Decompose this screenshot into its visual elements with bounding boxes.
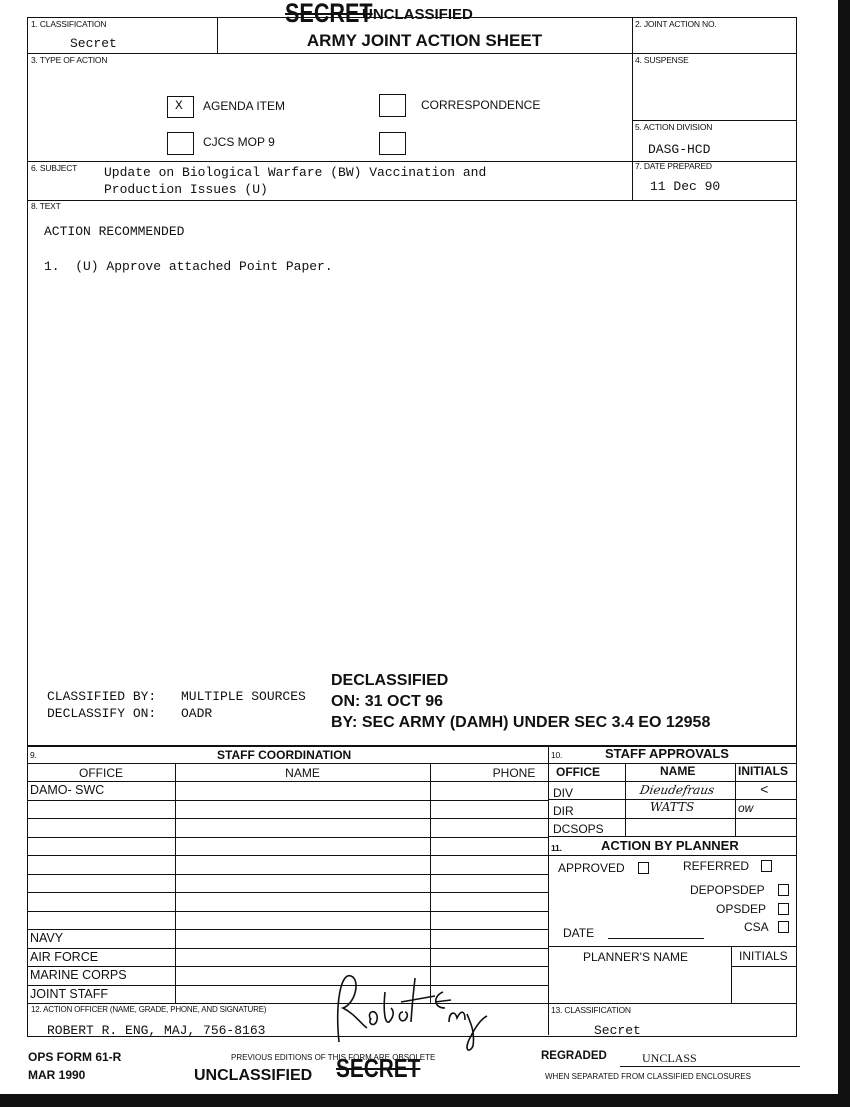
text-item-1: 1. (U) Approve attached Point Paper.	[44, 259, 333, 274]
coordination-row-divider	[27, 818, 548, 819]
approvals-col-initials: INITIALS	[738, 764, 788, 778]
type-of-action-label: 3. TYPE OF ACTION	[31, 55, 108, 65]
subject-line-1: Update on Biological Warfare (BW) Vaccin…	[104, 165, 487, 180]
bottom-classification-struck: SECRET	[336, 1053, 421, 1083]
staff-coordination-title: STAFF COORDINATION	[217, 748, 352, 762]
date-field[interactable]	[608, 938, 704, 939]
coordination-row-divider	[27, 855, 548, 856]
coordination-row-divider	[27, 929, 548, 930]
approved-label: APPROVED	[558, 861, 625, 875]
action-officer-signature	[336, 974, 488, 1051]
form-number: OPS FORM 61-R	[28, 1050, 122, 1064]
coordination-row-divider	[27, 984, 548, 986]
approval-office-div: DIV	[553, 786, 574, 800]
classified-by-label: CLASSIFIED BY:	[47, 689, 157, 704]
referred-checkbox[interactable]	[761, 860, 772, 872]
coordination-row-office: DAMO- SWC	[30, 783, 105, 797]
bottom-classification: UNCLASSIFIED	[194, 1067, 313, 1084]
joint-action-no-label: 2. JOINT ACTION NO.	[635, 19, 717, 29]
planners-name-label: PLANNER'S NAME	[583, 950, 688, 964]
depopsdep-checkbox[interactable]	[778, 884, 789, 896]
action-officer-label: 12. ACTION OFFICER (NAME, GRADE, PHONE, …	[31, 1005, 267, 1014]
cjcs-mop9-checkbox[interactable]	[167, 132, 194, 155]
planner-number: 11.	[551, 843, 562, 853]
coordination-row-divider	[27, 873, 548, 875]
separated-note: WHEN SEPARATED FROM CLASSIFIED ENCLOSURE…	[545, 1072, 751, 1081]
correspondence-checkbox[interactable]	[379, 94, 406, 117]
classified-by-value: MULTIPLE SOURCES	[181, 689, 306, 704]
classification-bottom-value: Secret	[594, 1023, 641, 1038]
coordination-row-office: MARINE CORPS	[30, 968, 127, 982]
depopsdep-label: DEPOPSDEP	[690, 883, 765, 897]
opsdep-checkbox[interactable]	[778, 903, 789, 915]
form-title: ARMY JOINT ACTION SHEET	[306, 31, 543, 50]
planner-title: ACTION BY PLANNER	[601, 838, 739, 853]
action-division-value: DASG-HCD	[648, 142, 711, 157]
subject-label: 6. SUBJECT	[31, 163, 78, 173]
date-label: DATE	[563, 926, 595, 940]
form-frame	[27, 17, 797, 1037]
declassify-on-value: OADR	[181, 706, 213, 721]
approval-name-div: Dieudefraus	[638, 783, 716, 797]
approval-name-dir: WATTS	[650, 800, 695, 814]
opsdep-label: OPSDEP	[716, 902, 767, 916]
approvals-col-name: NAME	[660, 764, 696, 778]
approval-initials-dir: ow	[738, 801, 754, 815]
planner-initials-label: INITIALS	[739, 949, 788, 963]
coordination-row-divider	[27, 910, 548, 912]
coordination-row-divider	[27, 836, 548, 838]
approval-initials-div: <	[760, 781, 769, 797]
coordination-row-divider	[27, 892, 548, 893]
coordination-row-divider	[27, 947, 548, 949]
suspense-label: 4. SUSPENSE	[635, 55, 689, 65]
date-prepared-value: 11 Dec 90	[650, 179, 721, 194]
correspondence-label: CORRESPONDENCE	[421, 98, 541, 112]
agenda-item-checkbox[interactable]: X	[167, 96, 194, 118]
classification-label: 1. CLASSIFICATION	[31, 19, 107, 29]
col-name: NAME	[285, 766, 320, 780]
coordination-row-divider	[27, 781, 548, 782]
action-officer-value: ROBERT R. ENG, MAJ, 756-8163	[47, 1023, 266, 1038]
approvals-col-office: OFFICE	[556, 765, 600, 779]
regraded-label: REGRADED	[541, 1050, 607, 1062]
coordination-row-office: JOINT STAFF	[30, 986, 109, 1001]
text-label: 8. TEXT	[31, 201, 61, 211]
form-date: MAR 1990	[28, 1068, 86, 1082]
csa-label: CSA	[744, 920, 769, 934]
coordination-row-divider	[27, 799, 548, 801]
coordination-row-divider	[27, 966, 548, 967]
coordination-row-office: NAVY	[30, 931, 64, 945]
staff-approvals-number: 10.	[551, 750, 563, 760]
classification-bottom-label: 13. CLASSIFICATION	[551, 1005, 631, 1015]
agenda-item-label: AGENDA ITEM	[203, 99, 286, 113]
approved-checkbox[interactable]	[638, 862, 649, 874]
top-classification-struck: SECRET	[285, 0, 373, 28]
previous-editions-note: PREVIOUS EDITIONS OF THIS FORM ARE OBSOL…	[231, 1053, 436, 1062]
top-classification: UNCLASSIFIED	[362, 6, 473, 23]
col-office: OFFICE	[79, 766, 123, 780]
scan-edge-right	[838, 0, 850, 1107]
declassified-stamp-1: DECLASSIFIED	[331, 672, 449, 689]
action-division-label: 5. ACTION DIVISION	[635, 122, 713, 132]
col-phone: PHONE	[492, 766, 536, 780]
declassified-stamp-2: ON: 31 OCT 96	[331, 693, 444, 710]
text-heading: ACTION RECOMMENDED	[44, 224, 185, 239]
declassified-stamp-3: BY: SEC ARMY (DAMH) UNDER SEC 3.4 EO 129…	[331, 714, 711, 731]
cjcs-mop9-label: CJCS MOP 9	[203, 135, 275, 149]
blank-checkbox[interactable]	[379, 132, 406, 155]
subject-line-2: Production Issues (U)	[104, 182, 268, 197]
approval-office-dcsops: DCSOPS	[553, 822, 604, 836]
approval-office-dir: DIR	[553, 804, 574, 818]
date-prepared-label: 7. DATE PREPARED	[635, 161, 712, 171]
regraded-value: UNCLASS	[620, 1051, 800, 1067]
csa-checkbox[interactable]	[778, 921, 789, 933]
classification-value: Secret	[70, 36, 117, 51]
staff-coordination-number: 9.	[30, 750, 37, 760]
staff-approvals-title: STAFF APPROVALS	[605, 746, 729, 761]
coordination-row-office: AIR FORCE	[30, 949, 99, 964]
scan-edge-bottom	[0, 1094, 850, 1107]
declassify-on-label: DECLASSIFY ON:	[47, 706, 157, 721]
referred-label: REFERRED	[683, 859, 750, 873]
